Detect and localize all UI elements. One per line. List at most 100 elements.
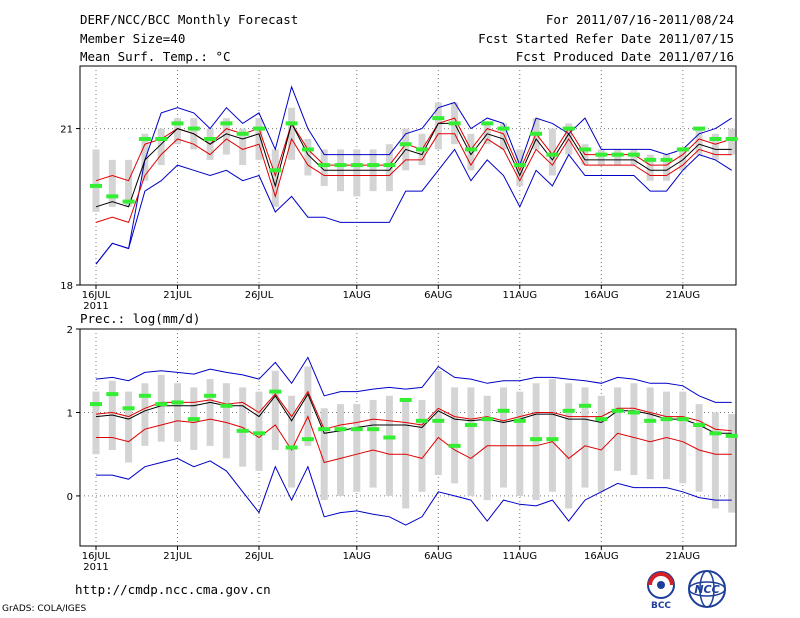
temp-observed-mark (513, 163, 526, 168)
variable-label: Mean Surf. Temp.: °C (80, 49, 231, 64)
precip-observed-mark (530, 437, 543, 442)
precip-spread-box (385, 395, 393, 496)
forecast-start-date: Fcst Started Refer Date 2011/07/15 (478, 31, 734, 46)
temp-spread-box (516, 149, 524, 186)
precip-observed-mark (301, 437, 314, 442)
precip-spread-box (418, 399, 426, 492)
precip-spread-box (679, 391, 687, 484)
precip-series-max (95, 356, 732, 403)
precip-observed-mark (464, 422, 477, 427)
temp-spread-box (663, 154, 670, 181)
precip-spread-box (695, 404, 703, 492)
precip-spread-box (451, 387, 459, 484)
precip-spread-box (434, 370, 442, 476)
temp-observed-mark (285, 121, 298, 126)
forecast-period: For 2011/07/16-2011/08/24 (545, 12, 734, 27)
temp-spread-box (728, 128, 736, 155)
precip-observed-mark (611, 408, 624, 413)
temp-spread-box (108, 159, 116, 207)
temp-spread-box (320, 149, 328, 186)
temp-spread-box (695, 128, 703, 155)
temp-observed-mark (90, 183, 102, 188)
precip-spread-box (288, 395, 296, 488)
temp-spread-box (434, 102, 442, 150)
temp-observed-mark (269, 168, 282, 173)
bcc-logo: BCC (647, 571, 675, 610)
precip-ytick-label: 1 (67, 408, 73, 419)
svg-text:BCC: BCC (651, 601, 671, 610)
precip-spread-box (141, 383, 149, 446)
temp-observed-mark (253, 126, 265, 131)
precip-spread-box (174, 383, 181, 442)
forecast-produced-date: Fcst Produced Date 2011/07/16 (515, 49, 734, 64)
precip-series-mean (95, 393, 732, 434)
precip-observed-mark (399, 397, 412, 402)
precip-observed-mark (562, 408, 575, 413)
temp-frame (79, 65, 737, 286)
precip-spread-box (711, 412, 719, 509)
precip-series-lower (96, 415, 732, 464)
temp-spread-box (125, 159, 133, 207)
temp-observed-mark (448, 121, 461, 126)
temp-observed-mark (693, 126, 706, 131)
temp-xtick-label: 21JUL (163, 290, 192, 301)
temp-observed-mark (106, 194, 119, 199)
precip-spread-box (532, 383, 540, 501)
member-size: Member Size=40 (80, 31, 186, 46)
temp-observed-mark (318, 163, 331, 168)
precip-spread-box (548, 379, 556, 492)
temp-spread-box (646, 154, 654, 181)
precip-spread-box (125, 391, 133, 463)
precip-observed-mark (644, 418, 657, 423)
temp-year-label: 2011 (83, 301, 108, 312)
temp-xtick-label: 16JUL (82, 290, 111, 301)
temp-xtick-label: 6AUG (424, 290, 452, 301)
temp-ytick-label: 18 (60, 281, 73, 292)
precip-spread-box (337, 404, 344, 496)
ncc-logo: NCC (688, 570, 726, 608)
temp-observed-mark (464, 147, 477, 152)
precip-xtick-label: 1AUG (343, 551, 371, 562)
precip-panel-title: Prec.: log(mm/d) (80, 311, 200, 326)
precip-spread-box (320, 408, 328, 501)
temp-spread-box (614, 149, 622, 166)
temp-observed-mark (611, 152, 624, 157)
temp-observed-mark (579, 147, 591, 152)
precip-ytick-label: 0 (67, 492, 73, 503)
temp-observed-mark (350, 163, 363, 168)
temp-observed-mark (562, 126, 575, 131)
precip-xtick-label: 16AUG (584, 551, 619, 562)
precip-panel: 16JUL 21JUL 26JUL 1AUG 6AUG 11AUG 16AUG 21AUG20… (67, 311, 738, 573)
temp-spread-box (548, 128, 556, 176)
temp-observed-mark (627, 152, 640, 157)
source-url[interactable]: http://cmdp.ncc.cma.gov.cn (75, 582, 271, 597)
precip-spread-box (581, 387, 589, 488)
precip-observed-mark (627, 410, 640, 415)
precip-observed-mark (676, 417, 689, 422)
grads-credit: GrADS: COLA/IGES (2, 604, 87, 614)
temp-series-lower (95, 133, 732, 224)
temp-spread-box (239, 128, 247, 166)
temp-spread-box (222, 118, 230, 155)
temp-panel: 16JUL 21JUL 26JUL 1AUG 6AUG 11AUG 16AUG 21AUG 20… (60, 65, 738, 312)
temp-observed-mark (416, 147, 428, 152)
precip-observed-mark (122, 406, 135, 411)
precip-observed-mark (579, 403, 591, 408)
temp-spread-box (597, 149, 605, 166)
precip-observed-mark (220, 403, 233, 408)
temp-observed-mark (497, 126, 510, 131)
precip-observed-mark (595, 417, 608, 422)
precip-spread-box (369, 399, 377, 488)
temp-observed-mark (187, 126, 200, 131)
precip-spread-box (728, 414, 736, 513)
temp-observed-mark (481, 121, 494, 126)
precip-observed-mark (155, 402, 168, 407)
temp-observed-mark (530, 131, 543, 136)
precip-spread-box (271, 370, 279, 451)
precip-spread-box (304, 366, 312, 446)
temp-spread-box (271, 149, 279, 207)
precip-observed-mark (709, 431, 722, 436)
temp-observed-mark (709, 137, 722, 141)
temp-observed-mark (301, 147, 314, 152)
temp-series-min (95, 148, 732, 265)
